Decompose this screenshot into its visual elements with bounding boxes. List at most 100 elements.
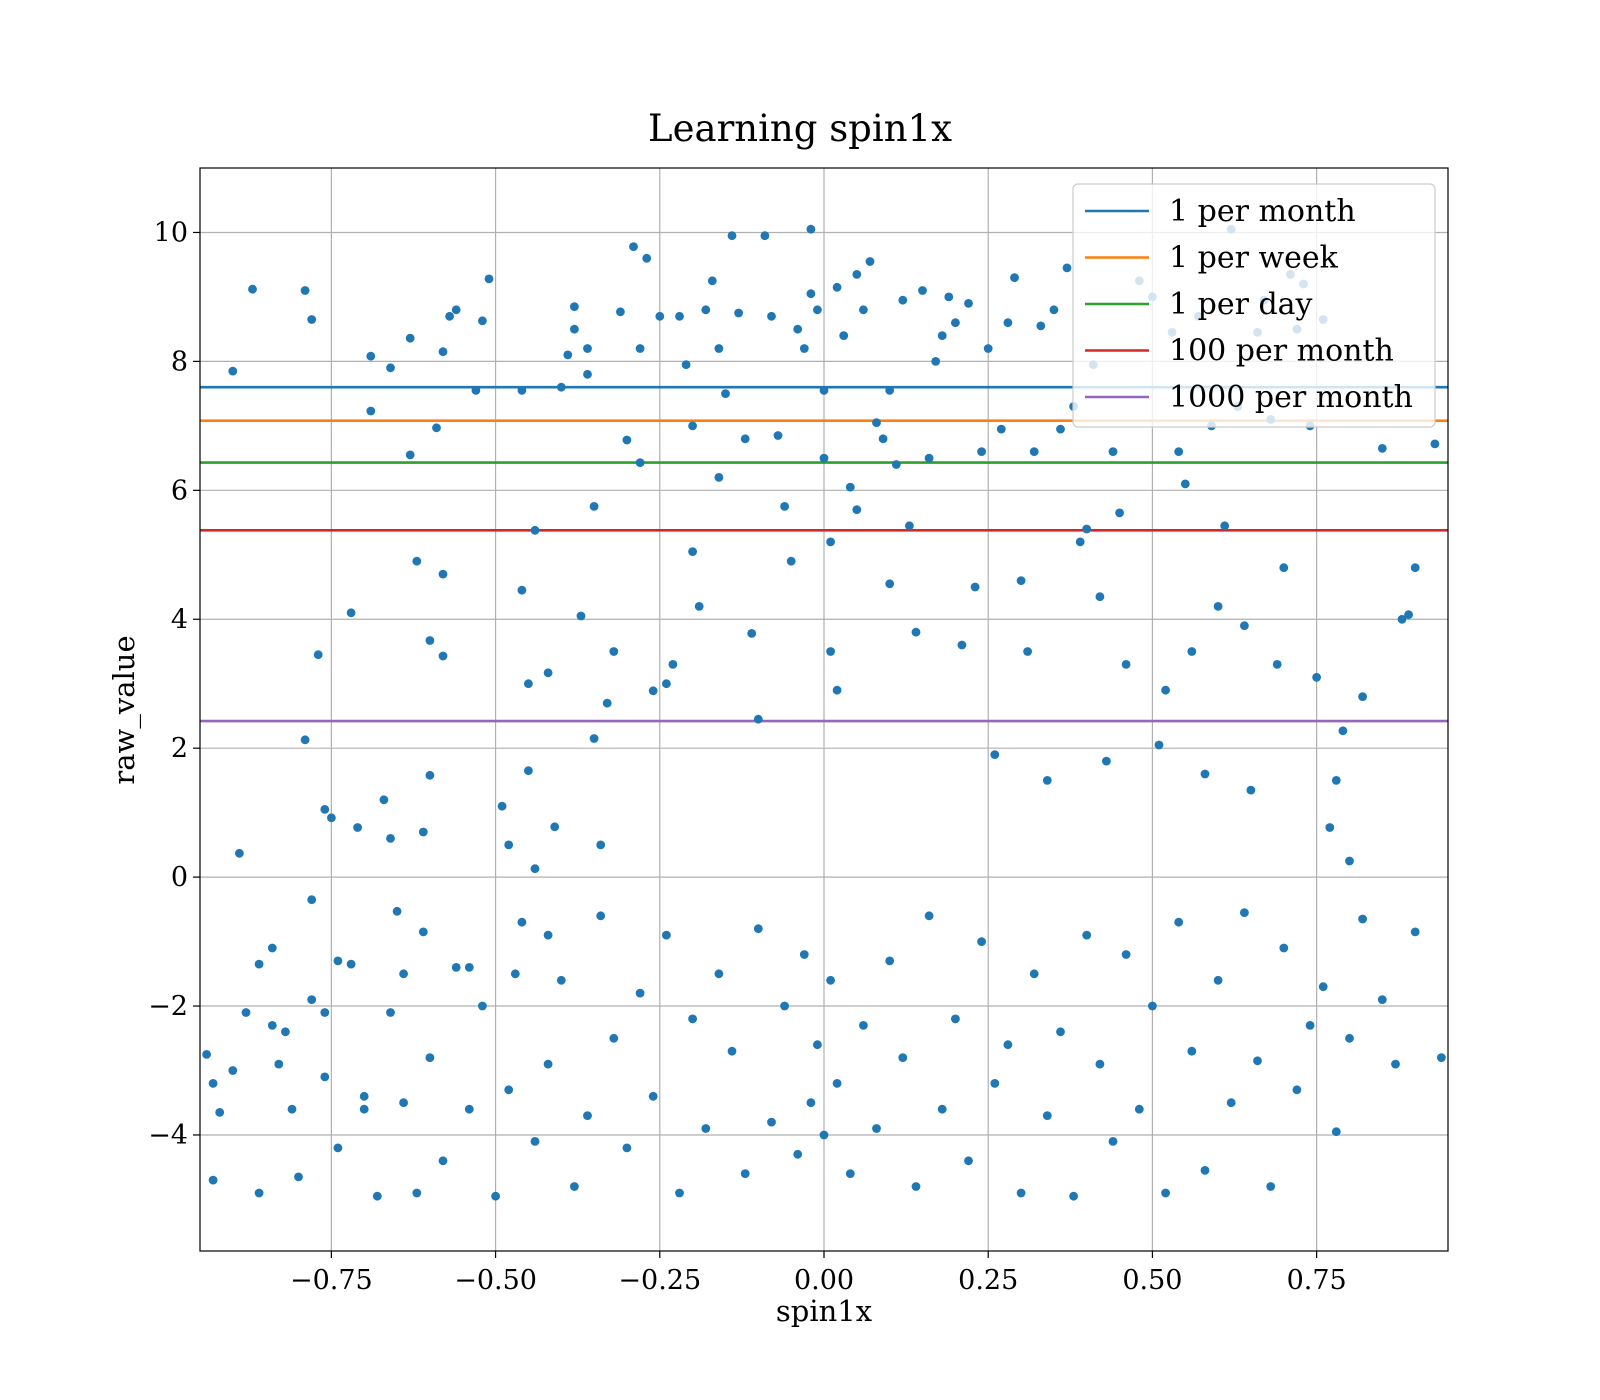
scatter-point: [635, 458, 645, 467]
scatter-point: [773, 431, 783, 440]
scatter-point: [1016, 576, 1026, 585]
scatter-point: [760, 231, 770, 241]
scatter-point: [872, 418, 881, 427]
scatter-point: [662, 930, 671, 940]
scatter-point: [1240, 621, 1249, 631]
scatter-point: [254, 959, 264, 969]
scatter-point: [1266, 1182, 1276, 1191]
scatter-point: [793, 324, 803, 334]
scatter-point: [570, 324, 579, 334]
scatter-point: [1404, 610, 1413, 620]
scatter-point: [589, 734, 599, 743]
scatter-point: [596, 911, 606, 921]
scatter-point: [1082, 524, 1092, 534]
scatter-point: [510, 969, 520, 979]
scatter-point: [688, 547, 697, 556]
scatter-point: [931, 357, 941, 366]
y-axis-label: raw_value: [107, 635, 142, 784]
scatter-point: [845, 482, 855, 492]
scatter-point: [307, 895, 317, 905]
scatter-point: [1082, 930, 1092, 940]
scatter-point: [780, 1001, 789, 1011]
scatter-point: [806, 224, 816, 234]
scatter-point: [813, 305, 822, 315]
scatter-point: [799, 950, 809, 959]
scatter-point: [990, 1079, 1000, 1088]
scatter-point: [865, 257, 875, 266]
scatter-point: [1200, 769, 1210, 779]
scatter-point: [412, 1188, 422, 1198]
scatter-point: [1187, 647, 1197, 656]
scatter-point: [826, 975, 835, 985]
scatter-point: [721, 389, 730, 398]
scatter-point: [281, 1027, 290, 1037]
scatter-point: [898, 295, 908, 305]
scatter-point: [320, 805, 330, 814]
scatter-point: [556, 975, 566, 985]
scatter-point: [714, 344, 724, 353]
scatter-point: [885, 956, 895, 966]
scatter-point: [346, 959, 356, 969]
scatter-point: [786, 556, 796, 566]
scatter-point: [1331, 1127, 1341, 1137]
scatter-point: [1240, 908, 1249, 917]
scatter-point: [1161, 685, 1170, 695]
scatter-point: [609, 1033, 619, 1043]
scatter-point: [215, 1108, 225, 1117]
y-tick-label: −4: [148, 1120, 188, 1151]
legend-box: [1072, 183, 1436, 428]
scatter-point: [1134, 1104, 1144, 1114]
scatter-point: [241, 1008, 251, 1017]
scatter-point: [248, 284, 257, 294]
scatter-point: [1312, 672, 1321, 682]
scatter-point: [1095, 592, 1105, 602]
scatter-point: [517, 917, 527, 927]
scatter-point: [616, 307, 625, 317]
scatter-point: [366, 351, 376, 361]
scatter-point: [228, 366, 238, 376]
y-tick-label: −2: [148, 991, 188, 1022]
scatter-point: [1174, 917, 1184, 927]
scatter-point: [497, 801, 507, 811]
scatter-point: [1430, 439, 1440, 449]
scatter-point: [1042, 776, 1052, 785]
scatter-point: [1331, 776, 1341, 785]
legend-label: 1 per week: [1169, 241, 1339, 276]
scatter-point: [1174, 447, 1184, 456]
scatter-point: [504, 840, 514, 850]
y-tick-label: 0: [171, 862, 188, 893]
scatter-point: [1180, 479, 1190, 489]
scatter-point: [1437, 1053, 1446, 1062]
scatter-point: [753, 924, 763, 934]
scatter-point: [1069, 1191, 1078, 1201]
scatter-point: [386, 363, 395, 373]
scatter-point: [780, 502, 789, 511]
legend-label: 1 per day: [1169, 287, 1313, 322]
scatter-point: [451, 963, 461, 972]
scatter-point: [418, 927, 428, 937]
scatter-point: [977, 937, 986, 946]
scatter-point: [307, 315, 317, 324]
scatter-point: [852, 270, 862, 279]
scatter-point: [911, 1182, 921, 1191]
scatter-point: [648, 686, 658, 696]
scatter-point: [826, 647, 835, 656]
scatter-point: [924, 911, 934, 921]
scatter-point: [951, 1014, 960, 1024]
scatter-point: [438, 347, 448, 357]
scatter-point: [484, 274, 494, 284]
scatter-point: [957, 640, 967, 650]
scatter-point: [570, 302, 579, 311]
scatter-point: [478, 1001, 487, 1011]
scatter-point: [1220, 521, 1230, 531]
scatter-point: [386, 1008, 395, 1017]
scatter-point: [517, 585, 527, 595]
scatter-point: [872, 1124, 881, 1133]
scatter-point: [740, 1169, 750, 1178]
scatter-point: [267, 1021, 277, 1030]
scatter-point: [681, 360, 691, 369]
scatter-point: [990, 750, 1000, 759]
scatter-point: [859, 305, 868, 315]
scatter-point: [1377, 995, 1387, 1004]
scatter-point: [1108, 1137, 1118, 1146]
